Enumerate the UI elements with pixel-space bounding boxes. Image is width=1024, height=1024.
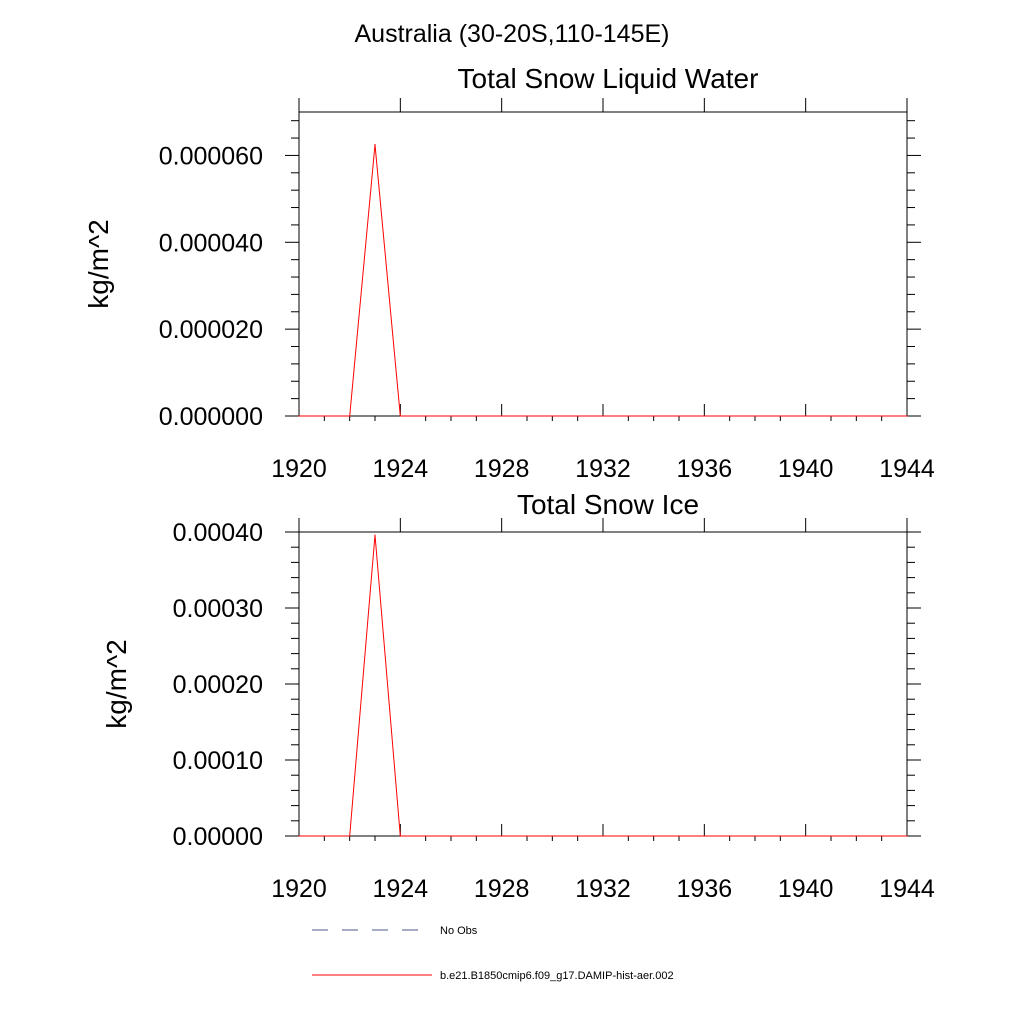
figure-title: Australia (30-20S,110-145E) [355, 20, 670, 48]
data-point [754, 415, 756, 417]
data-point [830, 835, 832, 837]
y-tick-label: 0.00030 [173, 595, 263, 623]
plot-frame [298, 111, 908, 417]
data-point [425, 415, 427, 417]
data-point [349, 835, 351, 837]
panel-snow-ice: Total Snow Ice kg/m^2 1920 1924 1928 1932 1936… [101, 489, 935, 903]
series-line [299, 534, 907, 837]
x-tick-label: 1944 [879, 875, 935, 903]
data-point [602, 415, 604, 417]
data-point [678, 835, 680, 837]
data-point [703, 415, 705, 417]
plot-title: Total Snow Liquid Water [458, 63, 759, 94]
y-tick-label: 0.00000 [173, 823, 263, 851]
data-point [830, 415, 832, 417]
y-tick-label: 0.00010 [173, 747, 263, 775]
data-point [298, 835, 300, 837]
data-point [450, 835, 452, 837]
y-tick-label: 0.00020 [173, 671, 263, 699]
x-tick-label: 1932 [575, 455, 631, 483]
data-point [805, 835, 807, 837]
data-point [475, 415, 477, 417]
data-point [501, 835, 503, 837]
x-tick-label: 1920 [271, 455, 327, 483]
y-axis-label: kg/m^2 [101, 639, 132, 728]
y-tick-label: 0.000020 [159, 316, 263, 344]
data-point [323, 835, 325, 837]
legend: No Obs b.e21.B1850cmip6.f09_g17.DAMIP-hi… [312, 925, 674, 982]
legend-label-no-obs: No Obs [440, 925, 478, 937]
data-point [323, 415, 325, 417]
plot-title: Total Snow Ice [517, 489, 699, 520]
x-tick-label: 1928 [474, 455, 530, 483]
y-tick-label: 0.000040 [159, 229, 263, 257]
data-point [374, 143, 376, 146]
series-line [299, 144, 907, 417]
data-point [551, 415, 553, 417]
y-tick-label: 0.000000 [159, 403, 263, 431]
data-point [577, 415, 579, 417]
x-tick-label: 1932 [575, 875, 631, 903]
data-point [627, 835, 629, 837]
x-tick-label: 1940 [778, 455, 834, 483]
data-point [881, 415, 883, 417]
data-point [551, 835, 553, 837]
data-point [627, 415, 629, 417]
data-point [855, 415, 857, 417]
data-point [703, 835, 705, 837]
data-point [399, 415, 401, 417]
y-tick-label: 0.00040 [173, 519, 263, 547]
data-point [349, 415, 351, 417]
data-point [526, 415, 528, 417]
data-point [906, 835, 908, 837]
data-point [754, 835, 756, 837]
data-point [779, 415, 781, 417]
x-tick-label: 1928 [474, 875, 530, 903]
data-point [653, 835, 655, 837]
plot-frame [298, 531, 908, 837]
data-point [805, 415, 807, 417]
data-point [855, 835, 857, 837]
x-tick-label: 1940 [778, 875, 834, 903]
data-point [729, 835, 731, 837]
panel-snow-liquid-water: Total Snow Liquid Water kg/m^2 1920 1924 192… [83, 63, 935, 483]
data-point [526, 835, 528, 837]
y-axis-label: kg/m^2 [83, 219, 114, 308]
data-point [779, 835, 781, 837]
data-point [374, 534, 376, 536]
y-tick-label: 0.000060 [159, 142, 263, 170]
data-point [881, 835, 883, 837]
data-point [425, 835, 427, 837]
data-point [729, 415, 731, 417]
data-point [653, 415, 655, 417]
data-point [501, 415, 503, 417]
data-point [678, 415, 680, 417]
data-point [577, 835, 579, 837]
x-tick-label: 1936 [677, 875, 733, 903]
data-point [602, 835, 604, 837]
legend-label-model: b.e21.B1850cmip6.f09_g17.DAMIP-hist-aer.… [440, 970, 674, 982]
data-point [450, 415, 452, 417]
data-point [298, 415, 300, 417]
x-tick-label: 1944 [879, 455, 935, 483]
data-point [906, 415, 908, 417]
x-tick-label: 1936 [677, 455, 733, 483]
x-tick-label: 1920 [271, 875, 327, 903]
data-point [475, 835, 477, 837]
data-point [399, 835, 401, 837]
x-tick-label: 1924 [373, 875, 429, 903]
x-tick-label: 1924 [373, 455, 429, 483]
